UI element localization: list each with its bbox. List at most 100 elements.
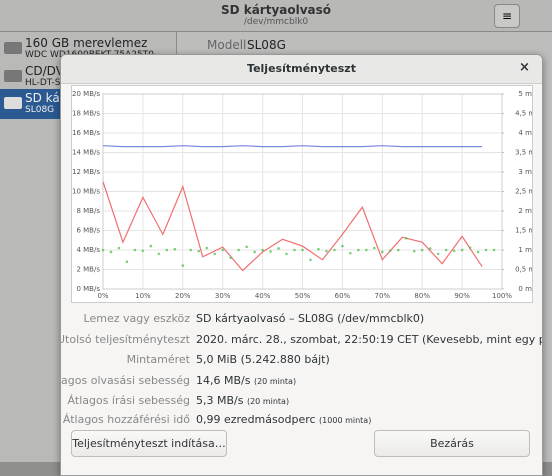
y2-tick-label: 4,5 ms: [515, 110, 533, 118]
y2-tick-label: 1,5 ms: [515, 227, 533, 235]
device-name: 160 GB merevlemez: [25, 36, 148, 50]
access-point: [365, 248, 368, 252]
info-row: Átlagos hozzáférési idő 0,99 ezredmásodpe…: [61, 413, 542, 429]
info-value: 2020. márc. 28., szombat, 22:50:19 CET (…: [196, 333, 542, 346]
info-row: Átlagos írási sebesség 5,3 MB/s (20 minta…: [61, 394, 542, 410]
y-tick-label: 0 MB/s: [76, 285, 100, 293]
access-point: [213, 252, 217, 256]
access-point: [253, 250, 256, 254]
x-tick-label: 70%: [375, 292, 391, 300]
access-point: [157, 252, 161, 256]
access-point: [388, 249, 392, 253]
info-label: Átlagos olvasási sebesség: [60, 374, 190, 387]
access-point: [484, 248, 488, 252]
access-point: [165, 248, 169, 252]
model-value: SL08G: [247, 38, 286, 52]
access-point: [420, 248, 424, 252]
start-button[interactable]: Teljesítményteszt indítása…: [71, 430, 227, 457]
device-detail: HL-DT-S: [25, 78, 61, 88]
y2-tick-label: 5 ms: [518, 90, 533, 98]
access-point: [333, 248, 336, 252]
drive-icon: [4, 70, 22, 82]
menu-button[interactable]: ≡: [494, 4, 520, 28]
access-point: [141, 249, 145, 253]
y2-tick-label: 2 ms: [518, 207, 533, 215]
y2-tick-label: 3 ms: [518, 168, 533, 176]
plot-frame: [102, 93, 503, 290]
info-value-text: 5,0 MiB (5.242.880 bájt): [196, 353, 330, 366]
access-point: [325, 249, 328, 253]
access-point: [309, 258, 312, 262]
info-value-text: 14,6 MB/s: [196, 374, 251, 387]
info-label: Lemez vagy eszköz: [83, 312, 190, 325]
model-label: Modell: [207, 38, 247, 52]
access-point: [133, 248, 137, 252]
header-bar: SD kártyaolvasó /dev/mmcblk0 ≡: [0, 0, 552, 32]
access-point: [205, 246, 209, 250]
access-point: [452, 249, 456, 253]
access-point: [460, 248, 464, 252]
info-note: (20 minta): [246, 397, 290, 406]
y-tick-label: 2 MB/s: [76, 266, 100, 274]
access-point: [492, 248, 496, 252]
info-value: SD kártyaolvasó – SL08G (/dev/mmcblk0): [196, 312, 424, 325]
info-value-text: 5,3 MB/s: [196, 394, 244, 407]
access-point: [221, 248, 224, 252]
device-detail: SL08G: [25, 105, 55, 115]
access-point: [357, 248, 360, 252]
dialog: Teljesítményteszt × 0 MB/s 2 MB/s 4 MB/s 6 …: [60, 54, 543, 476]
y2-tick-label: 1 ms: [518, 246, 533, 254]
access-point: [125, 260, 129, 263]
access-point: [317, 247, 320, 251]
y-tick-label: 18 MB/s: [72, 110, 100, 118]
info-row: Mintaméret 5,0 MiB (5.242.880 bájt): [61, 353, 542, 369]
access-point: [468, 246, 472, 249]
window-title: SD kártyaolvasó: [220, 3, 332, 17]
access-point: [476, 250, 480, 254]
series-line: [102, 145, 483, 148]
x-tick-label: 10%: [135, 292, 151, 300]
access-point: [189, 248, 193, 252]
x-tick-label: 80%: [414, 292, 430, 300]
access-point: [404, 237, 408, 240]
y-tick-label: 4 MB/s: [76, 246, 100, 254]
access-point: [117, 246, 121, 250]
x-tick-label: 20%: [175, 292, 191, 300]
drive-icon: [4, 42, 22, 54]
info-label: Utolsó teljesítményteszt: [60, 333, 190, 346]
x-tick-label: 90%: [454, 292, 470, 300]
info-value: 14,6 MB/s (20 minta): [196, 374, 296, 387]
access-point: [173, 247, 177, 251]
info-value-text: 2020. márc. 28., szombat, 22:50:19 CET (…: [196, 333, 542, 346]
access-point: [373, 246, 376, 250]
x-tick-label: 0%: [97, 292, 108, 300]
y2-tick-label: 3,5 ms: [515, 149, 533, 157]
access-point: [428, 247, 432, 250]
access-point: [444, 248, 448, 252]
access-point: [436, 252, 440, 256]
y-tick-label: 10 MB/s: [72, 188, 100, 196]
info-row: Átlagos olvasási sebesség 14,6 MB/s (20 m…: [61, 374, 542, 390]
access-point: [197, 249, 201, 253]
access-point: [396, 248, 400, 252]
close-icon[interactable]: ×: [519, 60, 530, 75]
access-point: [149, 244, 153, 248]
access-point: [412, 249, 416, 253]
access-point: [261, 248, 264, 252]
access-point: [181, 264, 185, 267]
x-tick-label: 60%: [335, 292, 351, 300]
access-point: [245, 245, 248, 249]
x-tick-label: 40%: [255, 292, 271, 300]
y2-tick-label: 4 ms: [518, 129, 533, 137]
info-value-text: SD kártyaolvasó – SL08G (/dev/mmcblk0): [196, 312, 425, 325]
info-value: 5,3 MB/s (20 minta): [196, 394, 289, 407]
info-note: (20 minta): [253, 377, 297, 386]
info-row: Lemez vagy eszköz SD kártyaolvasó – SL08G…: [61, 312, 542, 328]
info-value: 5,0 MiB (5.242.880 bájt): [196, 353, 330, 366]
info-label: Átlagos hozzáférési idő: [62, 413, 190, 426]
y-tick-label: 8 MB/s: [76, 207, 100, 215]
window-subtitle: /dev/mmcblk0: [243, 17, 309, 27]
y-tick-label: 14 MB/s: [72, 149, 100, 157]
chart: 0 MB/s 2 MB/s 4 MB/s 6 MB/s 8 MB/s 10 MB/s 12 …: [71, 85, 533, 303]
close-button[interactable]: Bezárás: [374, 430, 530, 457]
